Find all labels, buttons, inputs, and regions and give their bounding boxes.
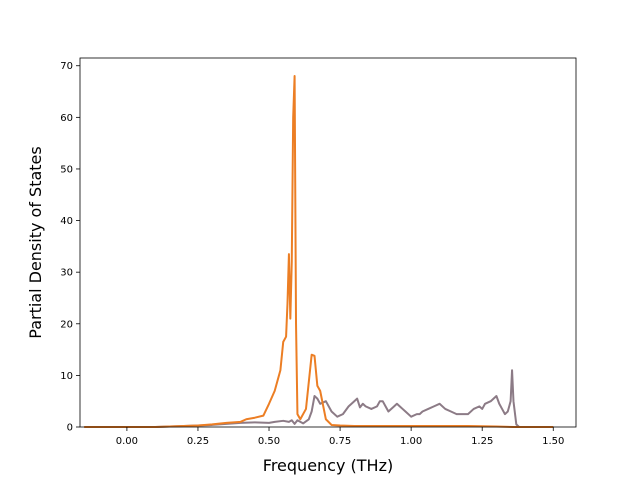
x-tick-label: 0.75 xyxy=(329,436,351,447)
y-tick-label: 60 xyxy=(60,113,73,124)
y-tick-label: 10 xyxy=(60,371,73,382)
y-tick-label: 0 xyxy=(67,423,73,434)
x-tick-label: 0.00 xyxy=(116,436,138,447)
series-line-1 xyxy=(84,369,554,428)
y-tick-label: 70 xyxy=(60,61,73,72)
y-tick-label: 30 xyxy=(60,268,73,279)
x-tick-label: 1.25 xyxy=(471,436,493,447)
plot-area-frame xyxy=(79,57,577,428)
y-axis-label: Partial Density of States xyxy=(26,146,45,338)
x-tick-label: 0.50 xyxy=(258,436,280,447)
x-tick-label: 0.25 xyxy=(187,436,209,447)
y-tick-label: 50 xyxy=(60,164,73,175)
y-tick-label: 20 xyxy=(60,319,73,330)
y-tick-label: 40 xyxy=(60,216,73,227)
x-tick-label: 1.50 xyxy=(542,436,564,447)
x-axis-label: Frequency (THz) xyxy=(263,456,393,475)
series-line-2 xyxy=(84,75,554,428)
y-axis-ticks: 0 10 20 30 40 50 60 70 xyxy=(60,61,80,434)
x-tick-label: 1.00 xyxy=(400,436,422,447)
x-axis-ticks: 0.00 0.25 0.50 0.75 1.00 1.25 1.50 xyxy=(116,427,564,447)
series-layer xyxy=(84,75,554,428)
